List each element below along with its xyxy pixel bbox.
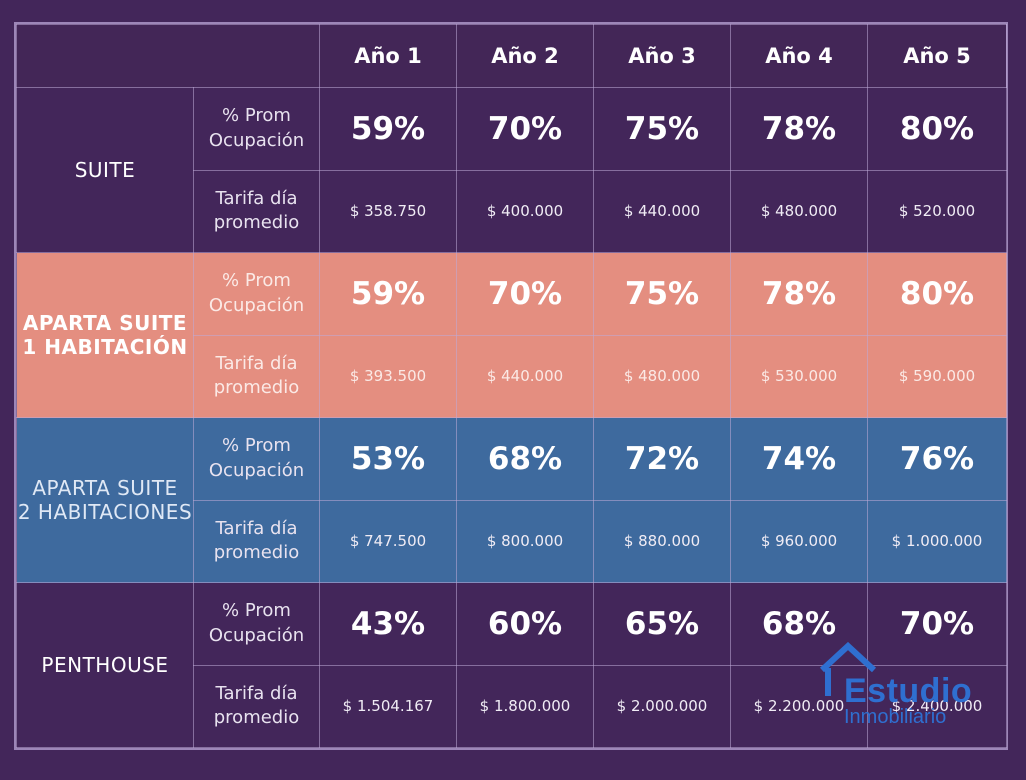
aparta-2-occupancy-row: APARTA SUITE 2 HABITACIONES % Prom Ocupaci…: [16, 417, 1007, 583]
rate-value: $ 480.000: [593, 334, 731, 418]
rate-value: $ 1.504.167: [319, 664, 457, 748]
occupancy-value: 70%: [867, 582, 1007, 666]
aparta-1-occupancy-row: APARTA SUITE 1 HABITACIÓN % Prom Ocupación…: [16, 252, 1007, 418]
occupancy-rate-table: Año 1 Año 2 Año 3 Año 4 Año 5 SUITE % Pr…: [16, 24, 1007, 748]
rate-value: $ 440.000: [456, 334, 594, 418]
year-header: Año 2: [456, 24, 594, 88]
penthouse-occupancy-row: PENTHOUSE % Prom Ocupación 43% 60% 65% 68…: [16, 582, 1007, 748]
rate-value: $ 880.000: [593, 499, 731, 583]
year-header: Año 3: [593, 24, 731, 88]
occupancy-value: 74%: [730, 417, 868, 501]
metric-label-occupancy: % Prom Ocupación: [193, 252, 320, 336]
rate-value: $ 530.000: [730, 334, 868, 418]
rate-value: $ 400.000: [456, 169, 594, 253]
occupancy-value: 78%: [730, 87, 868, 171]
rate-value: $ 480.000: [730, 169, 868, 253]
occupancy-value: 68%: [730, 582, 868, 666]
occupancy-value: 75%: [593, 252, 731, 336]
group-label-aparta-suite-1: APARTA SUITE 1 HABITACIÓN: [16, 252, 194, 418]
logo-text-inmobiliario: Inmobiliario: [844, 706, 947, 728]
rate-value: $ 960.000: [730, 499, 868, 583]
header-corner: [16, 24, 320, 88]
occupancy-value: 80%: [867, 252, 1007, 336]
occupancy-value: 59%: [319, 252, 457, 336]
rate-value: $ 2.400.000: [867, 664, 1007, 748]
occupancy-value: 70%: [456, 252, 594, 336]
occupancy-value: 78%: [730, 252, 868, 336]
rate-value: $ 1.000.000: [867, 499, 1007, 583]
occupancy-value: 65%: [593, 582, 731, 666]
occupancy-value: 68%: [456, 417, 594, 501]
rate-value: $ 393.500: [319, 334, 457, 418]
rate-value: $ 358.750: [319, 169, 457, 253]
rate-value: $ 590.000: [867, 334, 1007, 418]
group-label-penthouse: PENTHOUSE: [16, 582, 194, 748]
rate-value: $ 1.800.000: [456, 664, 594, 748]
year-header: Año 4: [730, 24, 868, 88]
occupancy-value: 43%: [319, 582, 457, 666]
occupancy-value: 72%: [593, 417, 731, 501]
header-row: Año 1 Año 2 Año 3 Año 4 Año 5: [16, 24, 1007, 88]
rate-value: $ 520.000: [867, 169, 1007, 253]
metric-label-rate: Tarifa día promedio: [193, 169, 320, 253]
logo-text-estudio: Estudio: [844, 672, 973, 710]
occupancy-value: 76%: [867, 417, 1007, 501]
metric-label-rate: Tarifa día promedio: [193, 334, 320, 418]
aparta-2-rate-row: Tarifa día promedio $ 747.500 $ 800.000 $…: [17, 499, 1007, 583]
rate-value: $ 440.000: [593, 169, 731, 253]
metric-label-occupancy: % Prom Ocupación: [193, 582, 320, 666]
suite-occupancy-row: SUITE % Prom Ocupación 59% 70% 75% 78% 80…: [16, 87, 1007, 253]
year-header: Año 5: [867, 24, 1007, 88]
occupancy-value: 70%: [456, 87, 594, 171]
rate-value: $ 747.500: [319, 499, 457, 583]
suite-rate-row: Tarifa día promedio $ 358.750 $ 400.000 $…: [17, 169, 1007, 253]
year-header: Año 1: [319, 24, 457, 88]
rate-value: $ 800.000: [456, 499, 594, 583]
occupancy-value: 80%: [867, 87, 1007, 171]
occupancy-value: 53%: [319, 417, 457, 501]
rate-value: $ 2.200.000: [730, 664, 868, 748]
metric-label-rate: Tarifa día promedio: [193, 664, 320, 748]
occupancy-value: 75%: [593, 87, 731, 171]
occupancy-value: 60%: [456, 582, 594, 666]
group-label-suite: SUITE: [16, 87, 194, 253]
occupancy-value: 59%: [319, 87, 457, 171]
metric-label-occupancy: % Prom Ocupación: [193, 87, 320, 171]
rate-value: $ 2.000.000: [593, 664, 731, 748]
penthouse-rate-row: Tarifa día promedio $ 1.504.167 $ 1.800.0…: [17, 664, 1007, 748]
metric-label-occupancy: % Prom Ocupación: [193, 417, 320, 501]
house-icon: [819, 642, 877, 696]
metric-label-rate: Tarifa día promedio: [193, 499, 320, 583]
estudio-inmobiliario-logo: Estudio Inmobiliario: [818, 642, 998, 732]
group-label-aparta-suite-2: APARTA SUITE 2 HABITACIONES: [16, 417, 194, 583]
